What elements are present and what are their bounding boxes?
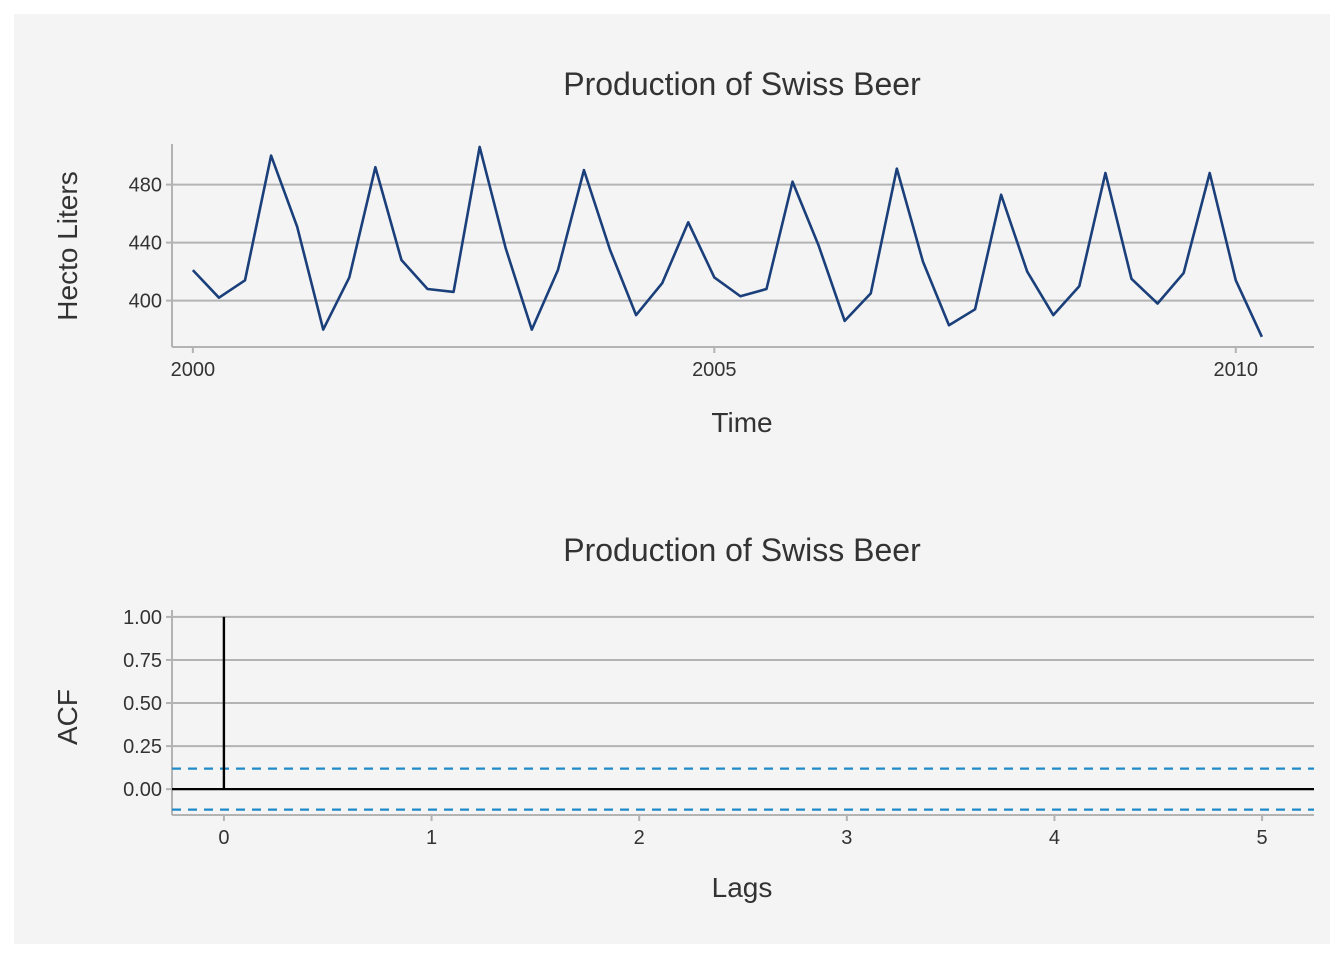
- acf-y-tick-label: 0.75: [123, 650, 162, 672]
- time-series-x-tick-label: 2005: [692, 359, 737, 381]
- acf-x-tick-label: 4: [1049, 827, 1060, 849]
- acf-marks: [172, 616, 1314, 811]
- time-series-title: Production of Swiss Beer: [563, 66, 921, 102]
- acf-x-tick-label: 1: [426, 827, 437, 849]
- acf-y-tick-label: 0.25: [123, 736, 162, 758]
- production-series-line: [191, 145, 1264, 338]
- time-series-x-tick-label: 2010: [1214, 359, 1259, 381]
- acf-x-tick-label: 3: [841, 827, 852, 849]
- acf-tick-labels: 0.00 0.25 0.50 0.75 1.00 0 1 2 3 4 5: [123, 607, 1268, 849]
- time-series-y-tick-label: 400: [129, 291, 162, 313]
- acf-axes: [171, 610, 1314, 816]
- acf-x-tick-label: 0: [218, 827, 229, 849]
- time-series-y-axis-label: Hecto Liters: [52, 171, 83, 320]
- acf-x-tick-label: 5: [1257, 827, 1268, 849]
- acf-y-tick-label: 0.50: [123, 693, 162, 715]
- time-series-y-tick-label: 480: [129, 175, 162, 197]
- acf-x-tick-label: 2: [634, 827, 645, 849]
- acf-y-axis-label: ACF: [52, 689, 83, 745]
- acf-title: Production of Swiss Beer: [563, 532, 921, 568]
- time-series-x-axis-label: Time: [711, 407, 772, 438]
- time-series-line-group: [191, 145, 1264, 338]
- time-series-tick-labels: 400 440 480 2000 2005 2010: [129, 175, 1258, 381]
- acf-x-axis-label: Lags: [712, 872, 773, 903]
- time-series-chart: 400 440 480 2000 2005 2010 Production of Swis…: [52, 66, 1314, 438]
- time-series-x-tick-label: 2000: [171, 359, 216, 381]
- acf-y-tick-label: 0.00: [123, 779, 162, 801]
- time-series-y-tick-label: 440: [129, 233, 162, 255]
- time-series-axes: [171, 144, 1314, 348]
- acf-y-tick-label: 1.00: [123, 607, 162, 629]
- acf-chart: 0.00 0.25 0.50 0.75 1.00 0 1 2 3 4 5 Production of…: [52, 532, 1314, 903]
- panel-background: [14, 14, 1330, 944]
